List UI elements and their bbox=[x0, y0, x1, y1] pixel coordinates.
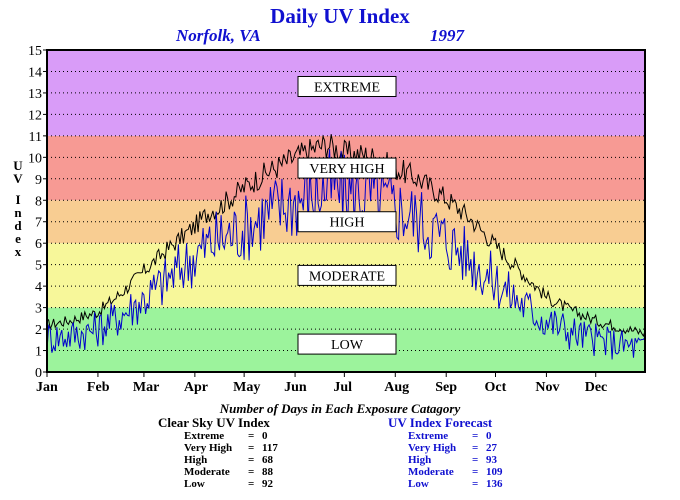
stats-row-value: 68 bbox=[262, 454, 273, 466]
stats-row-eq: = bbox=[248, 454, 255, 466]
stats-row: Extreme = 0 bbox=[184, 430, 278, 442]
y-tick-label: 8 bbox=[35, 194, 42, 209]
stats-row-label: Low bbox=[408, 478, 429, 490]
month-label: Mar bbox=[133, 380, 159, 395]
stats-row-label: Extreme bbox=[408, 430, 449, 442]
stats-row-label: Moderate bbox=[408, 466, 454, 478]
forecast-series bbox=[46, 149, 646, 360]
y-axis-label-char: x bbox=[15, 244, 22, 259]
stats-row: Low = 92 bbox=[184, 478, 278, 490]
stats-row: Very High = 27 bbox=[408, 442, 503, 454]
svg-text:MODERATE: MODERATE bbox=[309, 269, 385, 284]
y-axis-label-char: d bbox=[14, 218, 22, 233]
y-tick-label: 9 bbox=[35, 173, 42, 188]
stats-row-value: 0 bbox=[486, 430, 492, 442]
stats-row-eq: = bbox=[248, 478, 255, 490]
svg-text:VERY HIGH: VERY HIGH bbox=[309, 162, 384, 177]
y-tick-label: 5 bbox=[35, 259, 42, 274]
stats-row-value: 136 bbox=[486, 478, 503, 490]
band-label-extreme: EXTREME bbox=[297, 75, 397, 97]
month-label: Nov bbox=[535, 380, 559, 395]
plot-frame bbox=[46, 49, 646, 373]
stats-row: High = 68 bbox=[184, 454, 278, 466]
svg-text:HIGH: HIGH bbox=[330, 216, 365, 231]
forecast-table-title: UV Index Forecast bbox=[388, 415, 493, 430]
month-label: Jun bbox=[284, 380, 307, 395]
month-label: Jul bbox=[333, 380, 352, 395]
y-axis-label-char: U bbox=[13, 158, 23, 173]
stats-row-value: 109 bbox=[486, 466, 503, 478]
stats-row: Extreme = 0 bbox=[408, 430, 503, 442]
stats-row-label: Very High bbox=[184, 442, 233, 454]
chart-location: Norfolk, VA bbox=[176, 26, 261, 45]
y-tick-label: 2 bbox=[35, 323, 42, 338]
stats-row: Moderate = 88 bbox=[184, 466, 278, 478]
forecast-table: Extreme = 0 Very High = 27 High = 93 Moderate = 109… bbox=[408, 430, 503, 490]
stats-row-eq: = bbox=[472, 430, 479, 442]
y-axis-label-char: n bbox=[14, 205, 22, 220]
stats-row-eq: = bbox=[472, 454, 479, 466]
y-tick-label: 12 bbox=[28, 108, 42, 123]
stats-row-label: Extreme bbox=[184, 430, 225, 442]
stats-row-value: 93 bbox=[486, 454, 497, 466]
month-label: Dec bbox=[585, 380, 608, 395]
stats-row-label: High bbox=[408, 454, 432, 466]
band-label-very-high: VERY HIGH bbox=[297, 157, 397, 179]
y-tick-label: 7 bbox=[35, 216, 42, 231]
y-tick-label: 1 bbox=[35, 345, 42, 360]
stats-row: Moderate = 109 bbox=[408, 466, 503, 478]
month-label: Jan bbox=[36, 380, 58, 395]
stats-row: Low = 136 bbox=[408, 478, 503, 490]
svg-text:EXTREME: EXTREME bbox=[314, 80, 380, 95]
y-tick-label: 6 bbox=[35, 237, 42, 252]
svg-text:LOW: LOW bbox=[331, 338, 364, 353]
clear-sky-series bbox=[46, 134, 646, 338]
y-tick-label: 4 bbox=[35, 280, 42, 295]
stats-row-value: 117 bbox=[262, 442, 278, 454]
stats-row-label: Moderate bbox=[184, 466, 230, 478]
month-label: Feb bbox=[87, 380, 110, 395]
stats-row-eq: = bbox=[472, 442, 479, 454]
y-axis-label-char: e bbox=[15, 231, 21, 246]
band-label-moderate: MODERATE bbox=[297, 264, 397, 286]
stats-row-label: High bbox=[184, 454, 208, 466]
band-label-high: HIGH bbox=[297, 211, 397, 233]
clear-sky-table: Extreme = 0 Very High = 117 High = 68 Moderate = 88… bbox=[184, 430, 278, 490]
y-axis-label-char: V bbox=[13, 171, 23, 186]
stats-row: Very High = 117 bbox=[184, 442, 278, 454]
chart-title: Daily UV Index bbox=[270, 4, 410, 28]
y-tick-label: 3 bbox=[35, 302, 42, 317]
y-tick-label: 15 bbox=[28, 44, 42, 59]
stats-row-value: 0 bbox=[262, 430, 268, 442]
stats-row-eq: = bbox=[248, 466, 255, 478]
stats-row: High = 93 bbox=[408, 454, 503, 466]
chart-year: 1997 bbox=[430, 26, 464, 45]
month-label: May bbox=[233, 380, 260, 395]
stats-row-eq: = bbox=[248, 442, 255, 454]
month-label: Aug bbox=[384, 380, 409, 395]
band-label-low: LOW bbox=[297, 333, 397, 355]
stats-row-value: 88 bbox=[262, 466, 273, 478]
month-label: Sep bbox=[435, 380, 457, 395]
stats-row-label: Low bbox=[184, 478, 205, 490]
y-tick-label: 14 bbox=[28, 65, 42, 80]
stats-row-value: 27 bbox=[486, 442, 497, 454]
y-tick-label: 11 bbox=[29, 130, 42, 145]
y-tick-label: 10 bbox=[28, 151, 42, 166]
y-axis-label-char: I bbox=[15, 192, 20, 207]
y-tick-label: 0 bbox=[35, 366, 42, 381]
stats-row-label: Very High bbox=[408, 442, 457, 454]
month-label: Oct bbox=[485, 380, 507, 395]
stats-row-eq: = bbox=[248, 430, 255, 442]
y-tick-label: 13 bbox=[28, 87, 42, 102]
stats-row-eq: = bbox=[472, 466, 479, 478]
stats-title: Number of Days in Each Exposure Catagory bbox=[219, 401, 461, 416]
clear-sky-table-title: Clear Sky UV Index bbox=[158, 415, 270, 430]
month-label: Apr bbox=[184, 380, 208, 395]
stats-row-value: 92 bbox=[262, 478, 273, 490]
stats-row-eq: = bbox=[472, 478, 479, 490]
